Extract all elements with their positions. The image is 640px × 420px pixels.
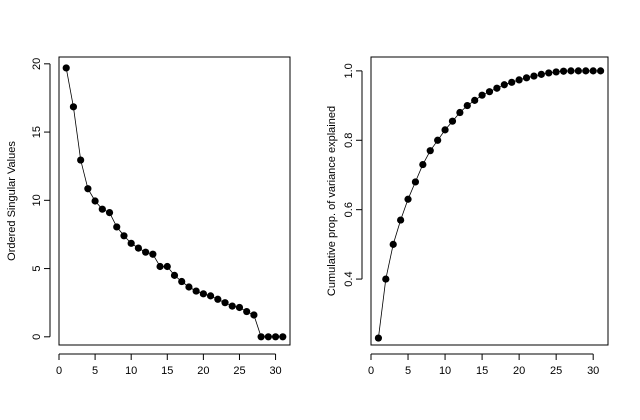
data-point — [264, 333, 272, 341]
y-axis-label: Ordered Singular Values — [6, 141, 18, 261]
data-point — [515, 76, 523, 84]
x-tick-label: 25 — [550, 365, 562, 377]
data-point — [91, 197, 99, 205]
data-point — [374, 334, 383, 342]
data-point — [271, 333, 280, 341]
y-tick-label: 1.0 — [343, 63, 355, 78]
y-tick-label: 15 — [31, 126, 43, 138]
data-point — [221, 299, 229, 307]
x-tick-label: 10 — [125, 365, 137, 377]
x-tick-label: 5 — [92, 365, 98, 377]
y-tick-label: 0.4 — [343, 271, 355, 286]
data-point — [142, 248, 150, 256]
y-tick-label: 10 — [31, 194, 43, 206]
y-tick-label: 0.8 — [343, 133, 355, 148]
data-point — [185, 283, 193, 291]
data-point — [463, 101, 471, 110]
data-point — [178, 277, 186, 286]
data-point — [105, 209, 114, 217]
series-line — [65, 67, 283, 338]
x-tick-label: 20 — [513, 365, 525, 377]
x-tick-label: 0 — [56, 365, 62, 377]
data-point — [77, 156, 85, 164]
y-tick-label: 20 — [31, 58, 43, 70]
data-point — [397, 216, 405, 224]
data-point — [441, 126, 449, 134]
data-point — [120, 232, 128, 240]
series-line — [378, 70, 601, 339]
data-point — [192, 287, 200, 295]
cumulative-variance-panel: 0 5 10 15 20 25 30 0.4 0.6 0.8 1.0 Cumulative prop.… — [326, 56, 609, 377]
x-tick-label: 30 — [269, 365, 281, 377]
data-point — [69, 103, 78, 111]
data-point — [206, 292, 215, 300]
data-point — [163, 262, 171, 271]
data-point — [508, 78, 516, 86]
data-point — [500, 81, 508, 89]
data-point — [545, 69, 553, 77]
data-point — [530, 72, 538, 80]
y-axis-label: Cumulative prop. of variance explained — [326, 106, 338, 296]
data-point — [279, 333, 287, 341]
data-point — [493, 84, 501, 92]
x-tick-label: 30 — [587, 365, 599, 377]
data-point — [411, 178, 420, 186]
data-point — [214, 295, 222, 303]
data-point — [559, 67, 568, 75]
x-tick-label: 10 — [439, 365, 451, 377]
data-point — [456, 108, 464, 117]
y-tick-label: 0.6 — [343, 202, 355, 217]
data-point — [170, 271, 179, 279]
data-point — [567, 67, 575, 75]
data-point — [156, 262, 164, 271]
data-point — [382, 275, 390, 283]
data-point — [389, 240, 397, 248]
data-point — [485, 88, 494, 96]
x-tick-label: 25 — [233, 365, 245, 377]
data-point — [552, 68, 560, 76]
data-point — [250, 311, 258, 319]
y-tick-label: 0 — [31, 334, 43, 340]
data-point — [149, 250, 157, 258]
plot-frame — [58, 56, 291, 346]
data-point — [434, 136, 442, 144]
plot-frame — [370, 56, 609, 346]
singular-values-panel: 0 5 10 15 20 25 30 0 5 10 15 20 Ordered Singular Val… — [6, 56, 291, 377]
data-point — [199, 290, 207, 298]
data-point — [228, 302, 236, 310]
data-point — [582, 67, 590, 75]
x-tick-label: 0 — [368, 365, 374, 377]
data-point — [478, 91, 486, 99]
data-point — [257, 333, 265, 341]
data-point — [419, 160, 427, 169]
data-point — [596, 67, 605, 75]
data-point — [134, 244, 143, 252]
data-point — [62, 64, 70, 72]
data-point — [127, 239, 135, 247]
data-point — [84, 185, 92, 193]
data-point — [522, 74, 531, 82]
x-tick-label: 15 — [476, 365, 488, 377]
data-point — [404, 195, 412, 203]
data-point — [113, 223, 121, 231]
data-point — [98, 205, 106, 213]
data-point — [471, 96, 479, 104]
x-tick-label: 15 — [161, 365, 173, 377]
data-point — [426, 147, 434, 155]
data-point — [589, 67, 597, 75]
data-point — [243, 307, 251, 316]
data-point — [235, 303, 244, 312]
data-point — [448, 117, 457, 125]
x-tick-label: 5 — [405, 365, 411, 377]
data-point — [537, 70, 545, 78]
y-tick-label: 5 — [31, 266, 43, 272]
x-tick-label: 20 — [197, 365, 209, 377]
data-point — [574, 67, 582, 75]
